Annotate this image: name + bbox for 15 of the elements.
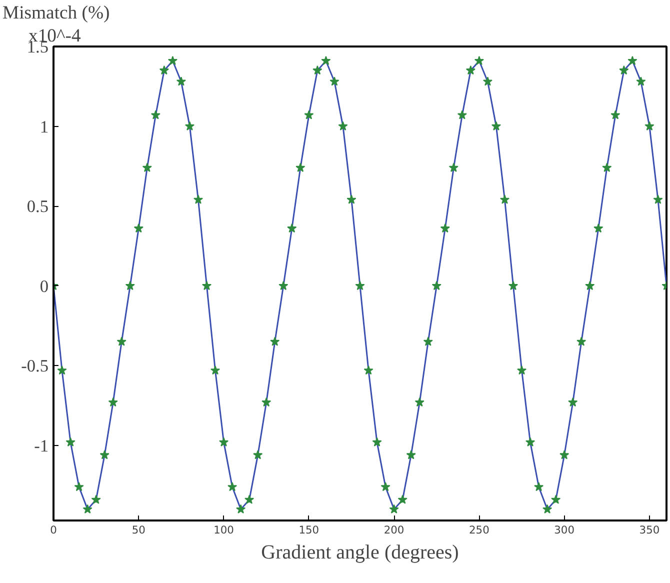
y-tick-label: -1: [34, 436, 49, 456]
y-tick-label: 0: [40, 276, 49, 296]
x-tick-label: 200: [384, 524, 404, 536]
x-axis-title: Gradient angle (degrees): [261, 542, 459, 564]
x-tick-label: 0: [50, 524, 58, 536]
y-tick-label: -0.5: [21, 356, 49, 376]
x-tick-label: 150: [298, 524, 320, 536]
x-tick-label: 350: [639, 524, 660, 536]
y-axis-title: Mismatch (%): [2, 2, 110, 24]
x-tick-label: 300: [554, 524, 575, 536]
x-tick-label: 100: [214, 524, 234, 536]
y-tick-label: 1: [40, 117, 49, 136]
x-tick-label: 250: [469, 524, 490, 536]
x-tick-label: 50: [132, 524, 146, 536]
y-tick-label: 0.5: [26, 197, 49, 216]
